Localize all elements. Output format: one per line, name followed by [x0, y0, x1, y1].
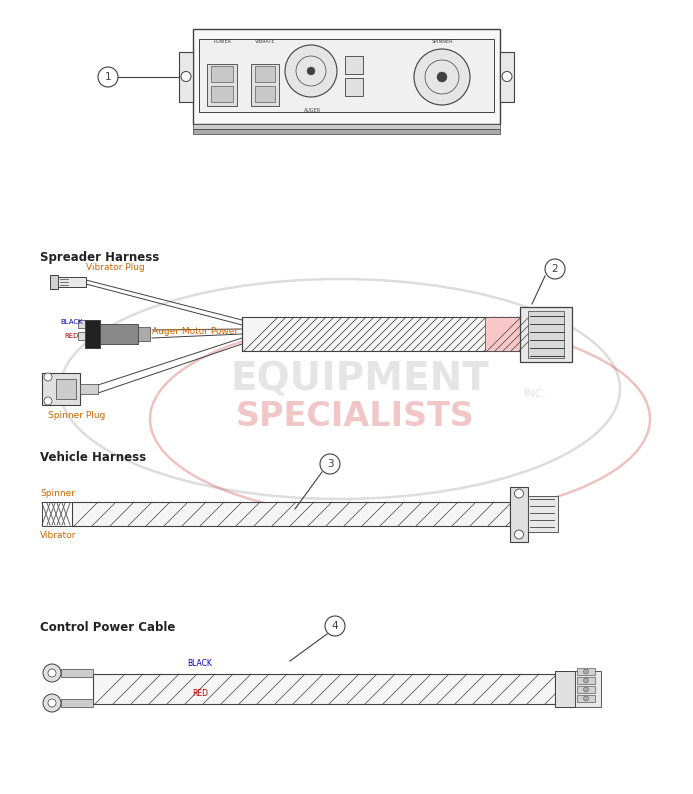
Bar — [577, 668, 595, 675]
Circle shape — [437, 72, 447, 82]
Bar — [193, 29, 500, 124]
Circle shape — [43, 664, 61, 682]
Text: SPINNER: SPINNER — [431, 39, 453, 44]
Text: INC.: INC. — [523, 389, 547, 399]
Bar — [211, 86, 233, 102]
Text: Spinner Plug: Spinner Plug — [48, 411, 105, 420]
Bar — [345, 56, 363, 74]
Text: Vibrator Plug: Vibrator Plug — [86, 263, 145, 272]
Circle shape — [48, 699, 56, 707]
Circle shape — [44, 397, 52, 405]
Bar — [199, 39, 494, 112]
Circle shape — [584, 669, 588, 674]
Bar — [575, 671, 601, 707]
Text: VIBRATE: VIBRATE — [255, 39, 275, 44]
Text: POWER: POWER — [214, 39, 232, 44]
Bar — [78, 320, 88, 328]
Bar — [42, 373, 80, 405]
Bar — [242, 317, 520, 351]
Bar — [500, 52, 514, 102]
Bar — [56, 277, 86, 287]
Bar — [528, 496, 558, 532]
Bar — [555, 671, 575, 707]
Bar — [577, 695, 595, 702]
Bar — [80, 384, 98, 394]
Circle shape — [584, 687, 588, 692]
Bar — [211, 66, 233, 82]
Text: 4: 4 — [332, 621, 338, 631]
Bar — [93, 674, 555, 704]
Bar — [207, 64, 237, 106]
Circle shape — [514, 489, 523, 498]
Circle shape — [307, 67, 315, 75]
Circle shape — [325, 616, 345, 636]
Bar — [56, 379, 76, 399]
Text: Vehicle Harness: Vehicle Harness — [40, 451, 146, 464]
Bar — [577, 677, 595, 684]
Text: BLACK: BLACK — [188, 660, 213, 669]
Text: EQUIPMENT: EQUIPMENT — [231, 360, 489, 398]
Circle shape — [584, 678, 588, 683]
Circle shape — [502, 71, 512, 82]
Circle shape — [43, 694, 61, 712]
Bar — [78, 332, 88, 340]
Bar — [61, 669, 93, 677]
Circle shape — [48, 669, 56, 677]
Text: Spinner: Spinner — [40, 489, 75, 498]
Text: AUGER: AUGER — [304, 107, 322, 113]
Bar — [577, 686, 595, 693]
Circle shape — [285, 45, 337, 97]
Circle shape — [514, 530, 523, 539]
Bar — [179, 52, 193, 102]
Bar — [72, 502, 510, 526]
Text: Spreader Harness: Spreader Harness — [40, 251, 159, 264]
Text: 1: 1 — [105, 72, 112, 82]
Bar — [251, 64, 279, 106]
Text: RED: RED — [192, 689, 208, 699]
Text: RED: RED — [65, 333, 79, 339]
Circle shape — [181, 71, 191, 82]
Bar — [100, 324, 138, 344]
Circle shape — [545, 259, 565, 279]
Bar — [85, 320, 100, 348]
Text: Auger Motor Power: Auger Motor Power — [152, 326, 238, 336]
Bar — [61, 699, 93, 707]
Circle shape — [44, 373, 52, 381]
Text: 2: 2 — [552, 264, 559, 274]
Text: Control Power Cable: Control Power Cable — [40, 621, 175, 634]
Bar — [193, 124, 500, 129]
Circle shape — [414, 49, 470, 105]
Text: 3: 3 — [326, 459, 333, 469]
Bar — [50, 275, 58, 289]
Bar — [510, 487, 528, 542]
Bar — [193, 129, 500, 134]
Text: BLACK: BLACK — [61, 319, 83, 325]
Bar — [528, 310, 564, 357]
Circle shape — [98, 67, 118, 87]
Bar — [42, 502, 72, 526]
Bar — [345, 78, 363, 96]
Circle shape — [320, 454, 340, 474]
Bar — [520, 306, 572, 361]
Text: Vibrator: Vibrator — [40, 531, 76, 540]
Bar — [485, 317, 520, 351]
Bar — [255, 86, 275, 102]
Circle shape — [584, 696, 588, 701]
Bar — [255, 66, 275, 82]
Text: SPECIALISTS: SPECIALISTS — [236, 400, 475, 434]
Bar — [138, 327, 150, 341]
